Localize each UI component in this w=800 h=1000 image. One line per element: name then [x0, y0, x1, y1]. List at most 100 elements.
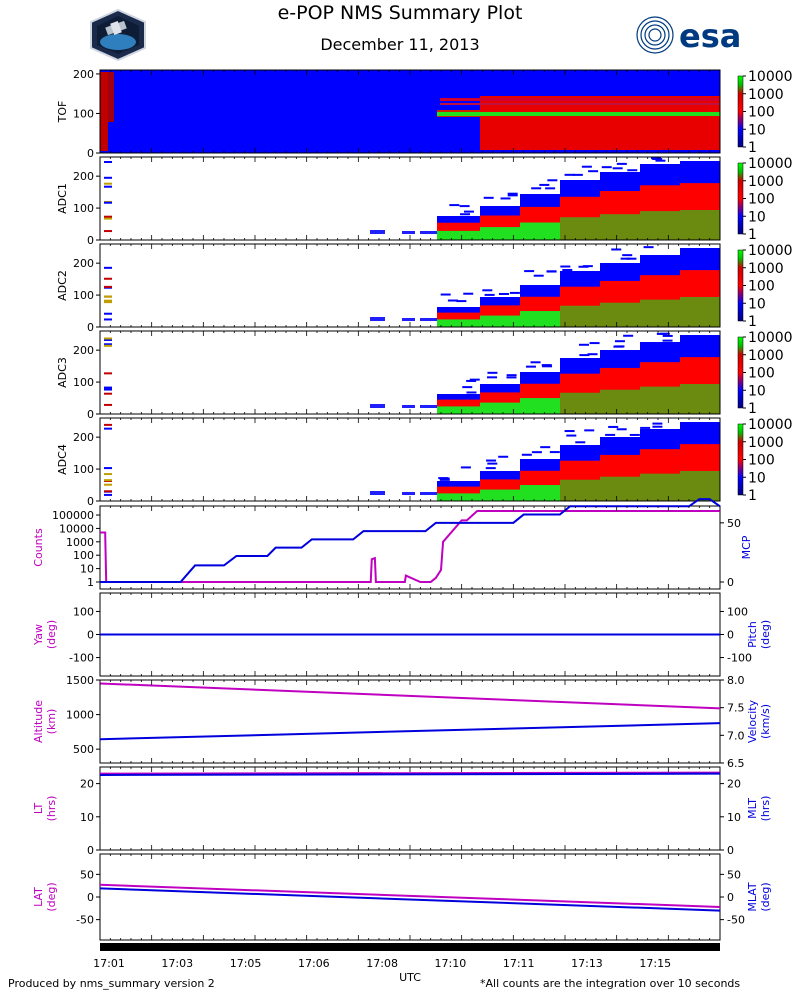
colorbar-tick-label: 10000 — [748, 330, 793, 346]
y-tick-label-right: 20 — [727, 778, 741, 791]
colorbar-tick-label: 10000 — [748, 69, 793, 85]
colorbar-tick-label: 10 — [748, 122, 766, 138]
colorbar-tick-label: 1000 — [748, 348, 784, 364]
y-tick-label-right: -50 — [727, 914, 745, 927]
colorbar-tick-label: 1000 — [748, 87, 784, 103]
spectrogram-cells — [104, 422, 720, 501]
y-tick-label-left: 10000 — [59, 522, 94, 535]
y-tick-label: 100 — [73, 376, 94, 389]
colorbar-tick-label: 10000 — [748, 243, 793, 259]
y-tick-label-left: 100 — [73, 549, 94, 562]
panel-latitude: -50 0 50 -50 0 50 LAT(deg) MLAT(deg) 17:01 17:03 1… — [32, 853, 772, 984]
colorbar-scale — [737, 75, 744, 148]
footer-note: *All counts are the integration over 10 … — [480, 977, 741, 990]
y-tick-label-right: 0 — [727, 629, 734, 642]
y-tick-label: 200 — [73, 431, 94, 444]
y-tick-label-left: 100 — [73, 605, 94, 618]
series-line-lat — [99, 883, 721, 908]
page-date: December 11, 2013 — [320, 35, 480, 54]
page-title: e-POP NMS Summary Plot — [277, 2, 523, 24]
y-axis-label: ADC1 — [56, 183, 69, 214]
x-tick-label: 17:08 — [366, 957, 398, 970]
y-tick-label: 200 — [73, 257, 94, 270]
y-tick-label-left: 0 — [87, 844, 94, 857]
y-tick-label-right: 6.5 — [727, 757, 745, 770]
x-axis-label: UTC — [399, 971, 421, 984]
colorbar-tick-label: 1000 — [748, 261, 784, 277]
panel-altitude: 500 1000 1500 6.5 7.0 7.5 8.0 Altitude(km) Veloc… — [32, 674, 772, 770]
colorbar-tick-label: 1 — [748, 227, 757, 243]
esa-logo-text: esa — [679, 17, 741, 55]
y-tick-label-left: 1500 — [66, 674, 94, 687]
colorbar-tick-label: 10000 — [748, 156, 793, 172]
colorbar-tick-label: 10 — [748, 383, 766, 399]
colorbar-tick-label: 100 — [748, 279, 775, 295]
spectrogram-cells — [104, 246, 720, 327]
y-tick-label: 100 — [73, 202, 94, 215]
colorbar-tick-label: 1 — [748, 140, 757, 156]
y-axis-label-left: LAT(deg) — [32, 882, 58, 911]
x-tick-label: 17:15 — [639, 957, 671, 970]
y-axis-label-left: Yaw(deg) — [32, 620, 58, 649]
y-axis-label-right: MCP — [740, 535, 753, 559]
series-line-mlt — [99, 772, 721, 776]
series-line-lt — [99, 771, 721, 775]
esa-logo: esa — [636, 16, 741, 55]
y-tick-label-right: 7.0 — [727, 729, 745, 742]
x-tick-label: 17:10 — [435, 957, 467, 970]
y-tick-label-left: 10 — [80, 563, 94, 576]
y-axis-label-left: LT(hrs) — [32, 796, 58, 822]
spectrogram-cells — [104, 157, 720, 240]
y-tick-label-right: 50 — [727, 868, 741, 881]
colorbar-tick-label: 100 — [748, 453, 775, 469]
mission-patch-logo — [90, 8, 146, 62]
series-line-mlat — [99, 887, 721, 912]
y-tick-label-left: 1000 — [66, 709, 94, 722]
y-tick-label: 200 — [73, 170, 94, 183]
time-coverage-bar — [100, 943, 720, 951]
y-tick-label-left: 0 — [87, 891, 94, 904]
y-axis-label-left: Altitude(km) — [32, 700, 58, 743]
y-tick-label-right: -100 — [727, 652, 752, 665]
y-tick-label: 200 — [73, 344, 94, 357]
x-tick-label: 17:11 — [503, 957, 535, 970]
y-tick-label-left: 1 — [87, 576, 94, 589]
y-tick-label-left: 500 — [73, 743, 94, 756]
y-axis-label-right: Pitch(deg) — [746, 620, 772, 649]
y-tick-label-right: 7.5 — [727, 702, 745, 715]
colorbar-scale — [737, 336, 744, 409]
y-tick-label-left: 0 — [87, 629, 94, 642]
x-tick-label: 17:13 — [571, 957, 603, 970]
colorbar-tick-label: 10 — [748, 296, 766, 312]
y-tick-label-left: -50 — [76, 914, 94, 927]
y-tick-label-right: 10 — [727, 811, 741, 824]
y-tick-label: 100 — [73, 289, 94, 302]
x-tick-label: 17:05 — [230, 957, 262, 970]
spectrogram-cells — [104, 332, 720, 414]
y-axis-label: TOF — [56, 101, 69, 124]
colorbar-tick-label: 10 — [748, 470, 766, 486]
panel-attitude: -100 0 100 -100 0 100 Yaw(deg) Pitch(deg) — [32, 592, 772, 677]
y-tick-label: 0 — [87, 321, 94, 334]
y-tick-label-left: 10 — [80, 811, 94, 824]
y-tick-label-right: 100 — [727, 605, 748, 618]
y-tick-label: 0 — [87, 234, 94, 247]
series-line-mcp — [100, 498, 721, 583]
y-tick-label-left: -100 — [69, 652, 94, 665]
colorbar-tick-label: 100 — [748, 192, 775, 208]
panel-frame — [99, 853, 721, 941]
y-axis-label-left: Counts — [32, 528, 45, 567]
y-axis-label: ADC4 — [56, 444, 69, 475]
colorbar-tick-label: 1 — [748, 401, 757, 417]
colorbar-tick-label: 1 — [748, 314, 757, 330]
y-tick-label: 100 — [73, 463, 94, 476]
y-tick-label: 0 — [87, 147, 94, 160]
